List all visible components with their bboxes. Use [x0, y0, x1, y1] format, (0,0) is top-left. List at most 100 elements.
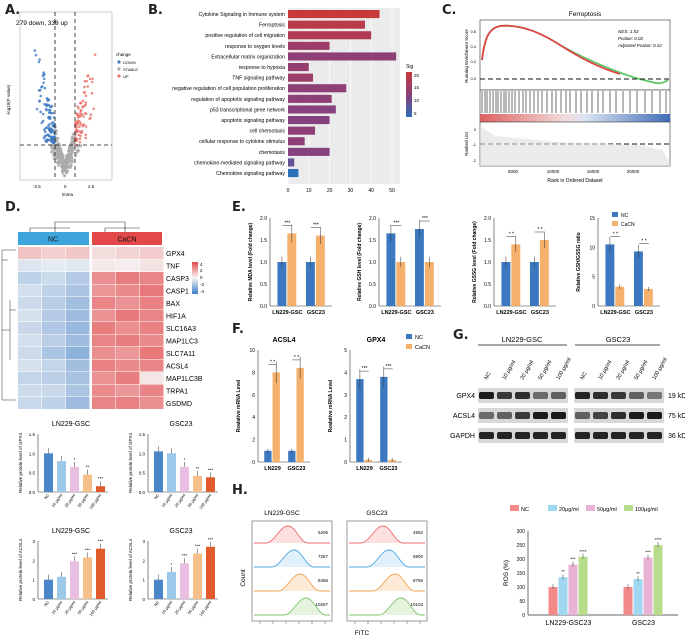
- ros-legend-label: NC: [521, 507, 529, 513]
- volcano-point: [75, 151, 78, 155]
- volcano-point: [52, 157, 56, 161]
- e-chart-2-xtick: LN229-GSC: [496, 310, 526, 316]
- wb-band: [593, 412, 608, 419]
- panel-label-e: E.: [232, 200, 246, 215]
- volcano-point: [47, 124, 50, 127]
- volcano-legend-stable-dot: [117, 67, 121, 71]
- heatmap-cell: [140, 272, 164, 284]
- volcano-point: [50, 121, 53, 125]
- volcano-point: [75, 112, 78, 115]
- flow-mfi-value: 6900: [413, 554, 424, 559]
- heatmap-cell: [66, 247, 90, 259]
- f-chart-1-sig: ***: [362, 366, 368, 372]
- e-chart-0-bar: [277, 262, 287, 306]
- ros-sig: ****: [579, 549, 586, 554]
- wb-band: [647, 392, 662, 399]
- wb-kda: 75 kDa: [668, 413, 685, 420]
- enrichment-legend-title: Sig: [406, 64, 413, 70]
- wb-band: [497, 432, 512, 439]
- volcano-point: [63, 174, 67, 177]
- protein-level-bar-charts: LN229-GSC 0.0 0.5 1.0 1.5 Relative protein le…: [18, 421, 218, 617]
- volcano-point: [81, 99, 85, 103]
- volcano-point: [37, 60, 41, 64]
- heatmap-cell: [66, 397, 90, 409]
- ros-legend-label: 50μg/ml: [597, 507, 617, 513]
- f-chart-0-ytick: 0: [252, 460, 255, 466]
- f-chart-0-ytick: 10: [249, 348, 255, 354]
- heatmap-cell: [18, 322, 42, 334]
- volcano-point: [86, 74, 89, 78]
- volcano-point: [45, 133, 49, 137]
- dbar-bar: [206, 477, 215, 492]
- dbar-bar: [57, 461, 66, 492]
- e-chart-3-ytick: 5: [592, 275, 595, 281]
- e-chart-1-ytick: 0.0: [369, 304, 376, 310]
- enrichment-xtick: 30: [348, 188, 354, 194]
- e-chart-1-sig: ***: [422, 216, 428, 222]
- volcano-point: [78, 144, 82, 148]
- wb-band: [593, 432, 608, 439]
- heatmap-gene-acsl4: ACSL4: [166, 364, 188, 371]
- e-chart-0-bar: [305, 262, 315, 306]
- gsea-xtick-10000: 10000: [547, 169, 560, 174]
- volcano-point: [56, 153, 60, 156]
- volcano-point: [52, 152, 55, 156]
- enrichment-labels: Cytokine Signaling in Immune system Ferro…: [172, 12, 285, 177]
- heatmap-legend-2: 2: [200, 268, 203, 273]
- volcano-point: [50, 139, 53, 142]
- heatmap-cell: [18, 359, 42, 372]
- dbar-xtick: 50 μg/ml: [186, 600, 199, 616]
- heatmap-cell: [140, 309, 164, 322]
- enrichment-bar: [288, 84, 347, 93]
- ros-ytick: 0: [522, 613, 525, 619]
- heatmap-gene-gsdmd: GSDMD: [166, 401, 192, 408]
- f-chart-1-ytick: 1: [344, 438, 347, 444]
- f-legend-cacn: CaCN: [415, 345, 430, 351]
- heatmap-group-cacn-label: CaCN: [117, 237, 136, 244]
- heatmap-cell: [18, 372, 42, 384]
- e-chart-2-bar: [529, 262, 539, 306]
- dbar-bar: [167, 453, 176, 492]
- heatmap-cell: [140, 297, 164, 309]
- volcano-point: [66, 153, 70, 156]
- volcano-point: [38, 100, 41, 103]
- dbar-xtick: 10 μg/ml: [160, 600, 173, 616]
- heatmap-legend-0: 0: [200, 275, 203, 280]
- dbar-ytick: 0.5: [139, 471, 146, 476]
- heatmap-cell: [18, 272, 42, 284]
- ros-legend-swatch: [510, 505, 519, 511]
- volcano-point: [69, 163, 72, 167]
- enrichment-bar-chart: Cytokine Signaling in Immune system Ferro…: [172, 8, 420, 194]
- gsea-xtick-5000: 5000: [508, 169, 519, 174]
- e-chart-1-xtick: GSC23: [416, 310, 434, 316]
- f-chart-1-ylabel: Realative mRNA Level: [328, 379, 334, 432]
- wb-band: [575, 432, 590, 439]
- dbar-ytick: 1.0: [29, 451, 36, 456]
- e-chart-1-ytick: 1.0: [369, 260, 376, 266]
- wb-band: [611, 412, 626, 419]
- heatmap-cell: [140, 284, 164, 297]
- volcano-point: [35, 107, 39, 111]
- volcano-point: [83, 111, 87, 115]
- f-chart-0-ylabel: Realative mRNA Level: [236, 379, 242, 432]
- wb-lane-label: 10 μg/ml: [598, 360, 614, 381]
- flow-histogram: [254, 597, 330, 616]
- volcano-point: [61, 155, 64, 159]
- enrichment-bar: [288, 73, 313, 82]
- enrichment-bar: [288, 126, 316, 135]
- volcano-point: [69, 152, 73, 156]
- ros-ytick: 150: [517, 571, 526, 577]
- f-chart-1-ytick: 4: [344, 370, 347, 376]
- enrichment-xtick: 20: [327, 188, 333, 194]
- volcano-point: [51, 147, 54, 151]
- volcano-point: [81, 105, 84, 109]
- enrichment-xtick: 50: [389, 188, 395, 194]
- flow-histogram: [254, 525, 330, 544]
- dbar-bar: [70, 561, 79, 599]
- f-chart-0-xtick: GSC23: [287, 466, 305, 472]
- flow-ylabel: Count: [240, 569, 247, 587]
- ros-bar: [653, 545, 663, 615]
- flow-histogram: [349, 549, 425, 568]
- ros-sig: ****: [654, 537, 661, 542]
- heatmap-cell: [42, 284, 66, 297]
